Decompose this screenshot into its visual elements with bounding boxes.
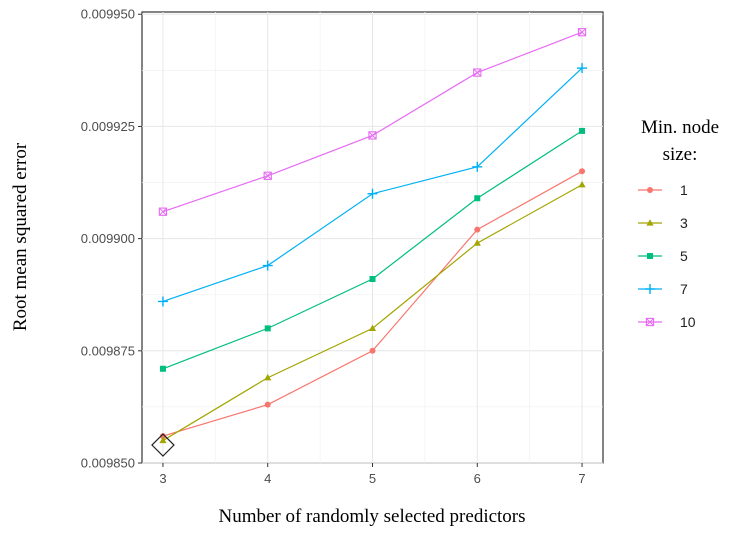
series-3 — [159, 180, 586, 444]
series-7-point-0 — [157, 296, 168, 307]
legend-title-line-1: Min. node — [641, 117, 719, 138]
series-5-point-3-shape — [474, 195, 481, 202]
series-7-point-1 — [262, 260, 273, 271]
series-10-point-3 — [473, 68, 482, 77]
series-10 — [158, 28, 587, 216]
x-tick-label: 6 — [474, 471, 481, 486]
x-tick-label: 4 — [264, 471, 271, 486]
legend-items: 1 3 5 7 10 — [638, 182, 696, 330]
series-1 — [159, 168, 586, 440]
legend-label-5: 5 — [680, 248, 688, 264]
series-1-point-1 — [264, 401, 271, 408]
x-tick-label: 7 — [578, 471, 585, 486]
series-10-point-0-shape-box — [158, 207, 168, 216]
series-3-point-1-shape — [264, 373, 272, 381]
x-axis-title: Number of randomly selected predictors — [218, 506, 525, 527]
series-1-point-2-shape — [369, 347, 376, 354]
series-7-point-3 — [472, 161, 483, 172]
x-tick-label: 3 — [159, 471, 166, 486]
series-10-point-0-shape-d2 — [159, 207, 167, 216]
series-1-point-4 — [579, 168, 586, 175]
series-10-point-1-shape-d2 — [263, 171, 272, 180]
y-axis: 0.009850 0.009875 0.009900 0.009925 0.009950 — [81, 7, 142, 471]
legend: Min. node size: 1 3 5 7 10 — [638, 117, 719, 330]
legend-key-marker-10 — [645, 317, 655, 327]
series-1-point-4-shape — [579, 168, 586, 175]
series-3-point-4 — [578, 180, 586, 188]
legend-key-marker-3-shape — [646, 219, 654, 226]
series-10-point-3-shape-box — [473, 68, 482, 77]
series-10-point-4-shape-box — [577, 28, 587, 37]
legend-key-marker-1 — [647, 187, 653, 193]
legend-key-marker-5-shape — [647, 253, 653, 259]
y-tick-label: 0.009850 — [81, 456, 135, 471]
series-layer — [151, 28, 588, 457]
highlight-diamond — [151, 433, 175, 457]
series-5-point-0-shape — [159, 365, 166, 372]
y-tick-label: 0.009875 — [81, 343, 135, 358]
series-10-point-2-shape-d2 — [368, 131, 377, 140]
series-3-point-0 — [159, 436, 167, 444]
series-10-point-1 — [263, 171, 272, 180]
y-tick-label: 0.009925 — [81, 119, 135, 134]
series-10-point-1-shape-box — [263, 171, 272, 180]
legend-item-7: 7 — [638, 281, 688, 297]
series-3-point-4-shape — [578, 180, 586, 188]
legend-label-1: 1 — [680, 182, 688, 198]
series-1-point-1-shape — [264, 401, 271, 408]
series-3-point-0-shape — [159, 436, 167, 444]
x-axis: 3 4 5 6 7 — [159, 463, 586, 486]
grid — [142, 12, 603, 464]
legend-label-7: 7 — [680, 281, 688, 297]
series-3-point-2 — [368, 324, 377, 331]
legend-key-marker-5 — [647, 253, 653, 259]
series-1-point-3-shape — [474, 226, 481, 233]
series-1-point-3 — [474, 226, 481, 233]
series-5-point-2 — [369, 276, 376, 283]
series-3-point-3 — [473, 239, 481, 246]
series-10-point-4 — [577, 28, 587, 37]
series-1-point-0-shape — [159, 433, 166, 440]
legend-key-marker-3 — [646, 219, 654, 226]
legend-title-line-2: size: — [663, 144, 698, 165]
legend-label-10: 10 — [680, 314, 696, 330]
series-5-point-1-shape — [264, 325, 271, 332]
series-5-point-2-shape — [369, 276, 376, 283]
legend-key-marker-1-shape — [647, 187, 653, 193]
series-5-point-1 — [264, 325, 271, 332]
series-3-point-3-shape — [473, 239, 481, 246]
legend-item-5: 5 — [638, 248, 688, 264]
legend-key-marker-7 — [645, 284, 655, 294]
legend-item-3: 3 — [638, 215, 688, 231]
series-7-point-4 — [577, 63, 588, 74]
series-1-point-0 — [159, 433, 166, 440]
series-5-point-3 — [474, 195, 481, 202]
series-7-point-2 — [367, 188, 378, 199]
series-10-point-0 — [158, 207, 168, 216]
series-10-point-3-shape-d2 — [473, 68, 482, 77]
y-tick-label: 0.009900 — [81, 231, 135, 246]
series-5-point-4 — [579, 127, 586, 134]
legend-key-marker-10-shape-d2 — [646, 318, 654, 326]
series-3-point-1 — [264, 373, 272, 381]
series-10-point-4-shape-d2 — [578, 28, 586, 37]
series-5 — [159, 127, 586, 372]
y-tick-label: 0.009950 — [81, 7, 135, 22]
series-5-point-0 — [159, 365, 166, 372]
series-10-point-2 — [368, 131, 377, 140]
series-7 — [157, 63, 588, 307]
legend-label-3: 3 — [680, 215, 688, 231]
legend-item-10: 10 — [638, 314, 696, 330]
legend-key-marker-10-shape-box — [645, 317, 655, 327]
x-tick-label: 5 — [369, 471, 376, 486]
legend-item-1: 1 — [638, 182, 688, 198]
series-1-point-2 — [369, 347, 376, 354]
series-3-point-2-shape — [368, 324, 377, 331]
series-5-point-4-shape — [579, 127, 586, 134]
y-axis-title: Root mean squared error — [10, 142, 31, 331]
series-10-point-2-shape-box — [368, 131, 377, 140]
